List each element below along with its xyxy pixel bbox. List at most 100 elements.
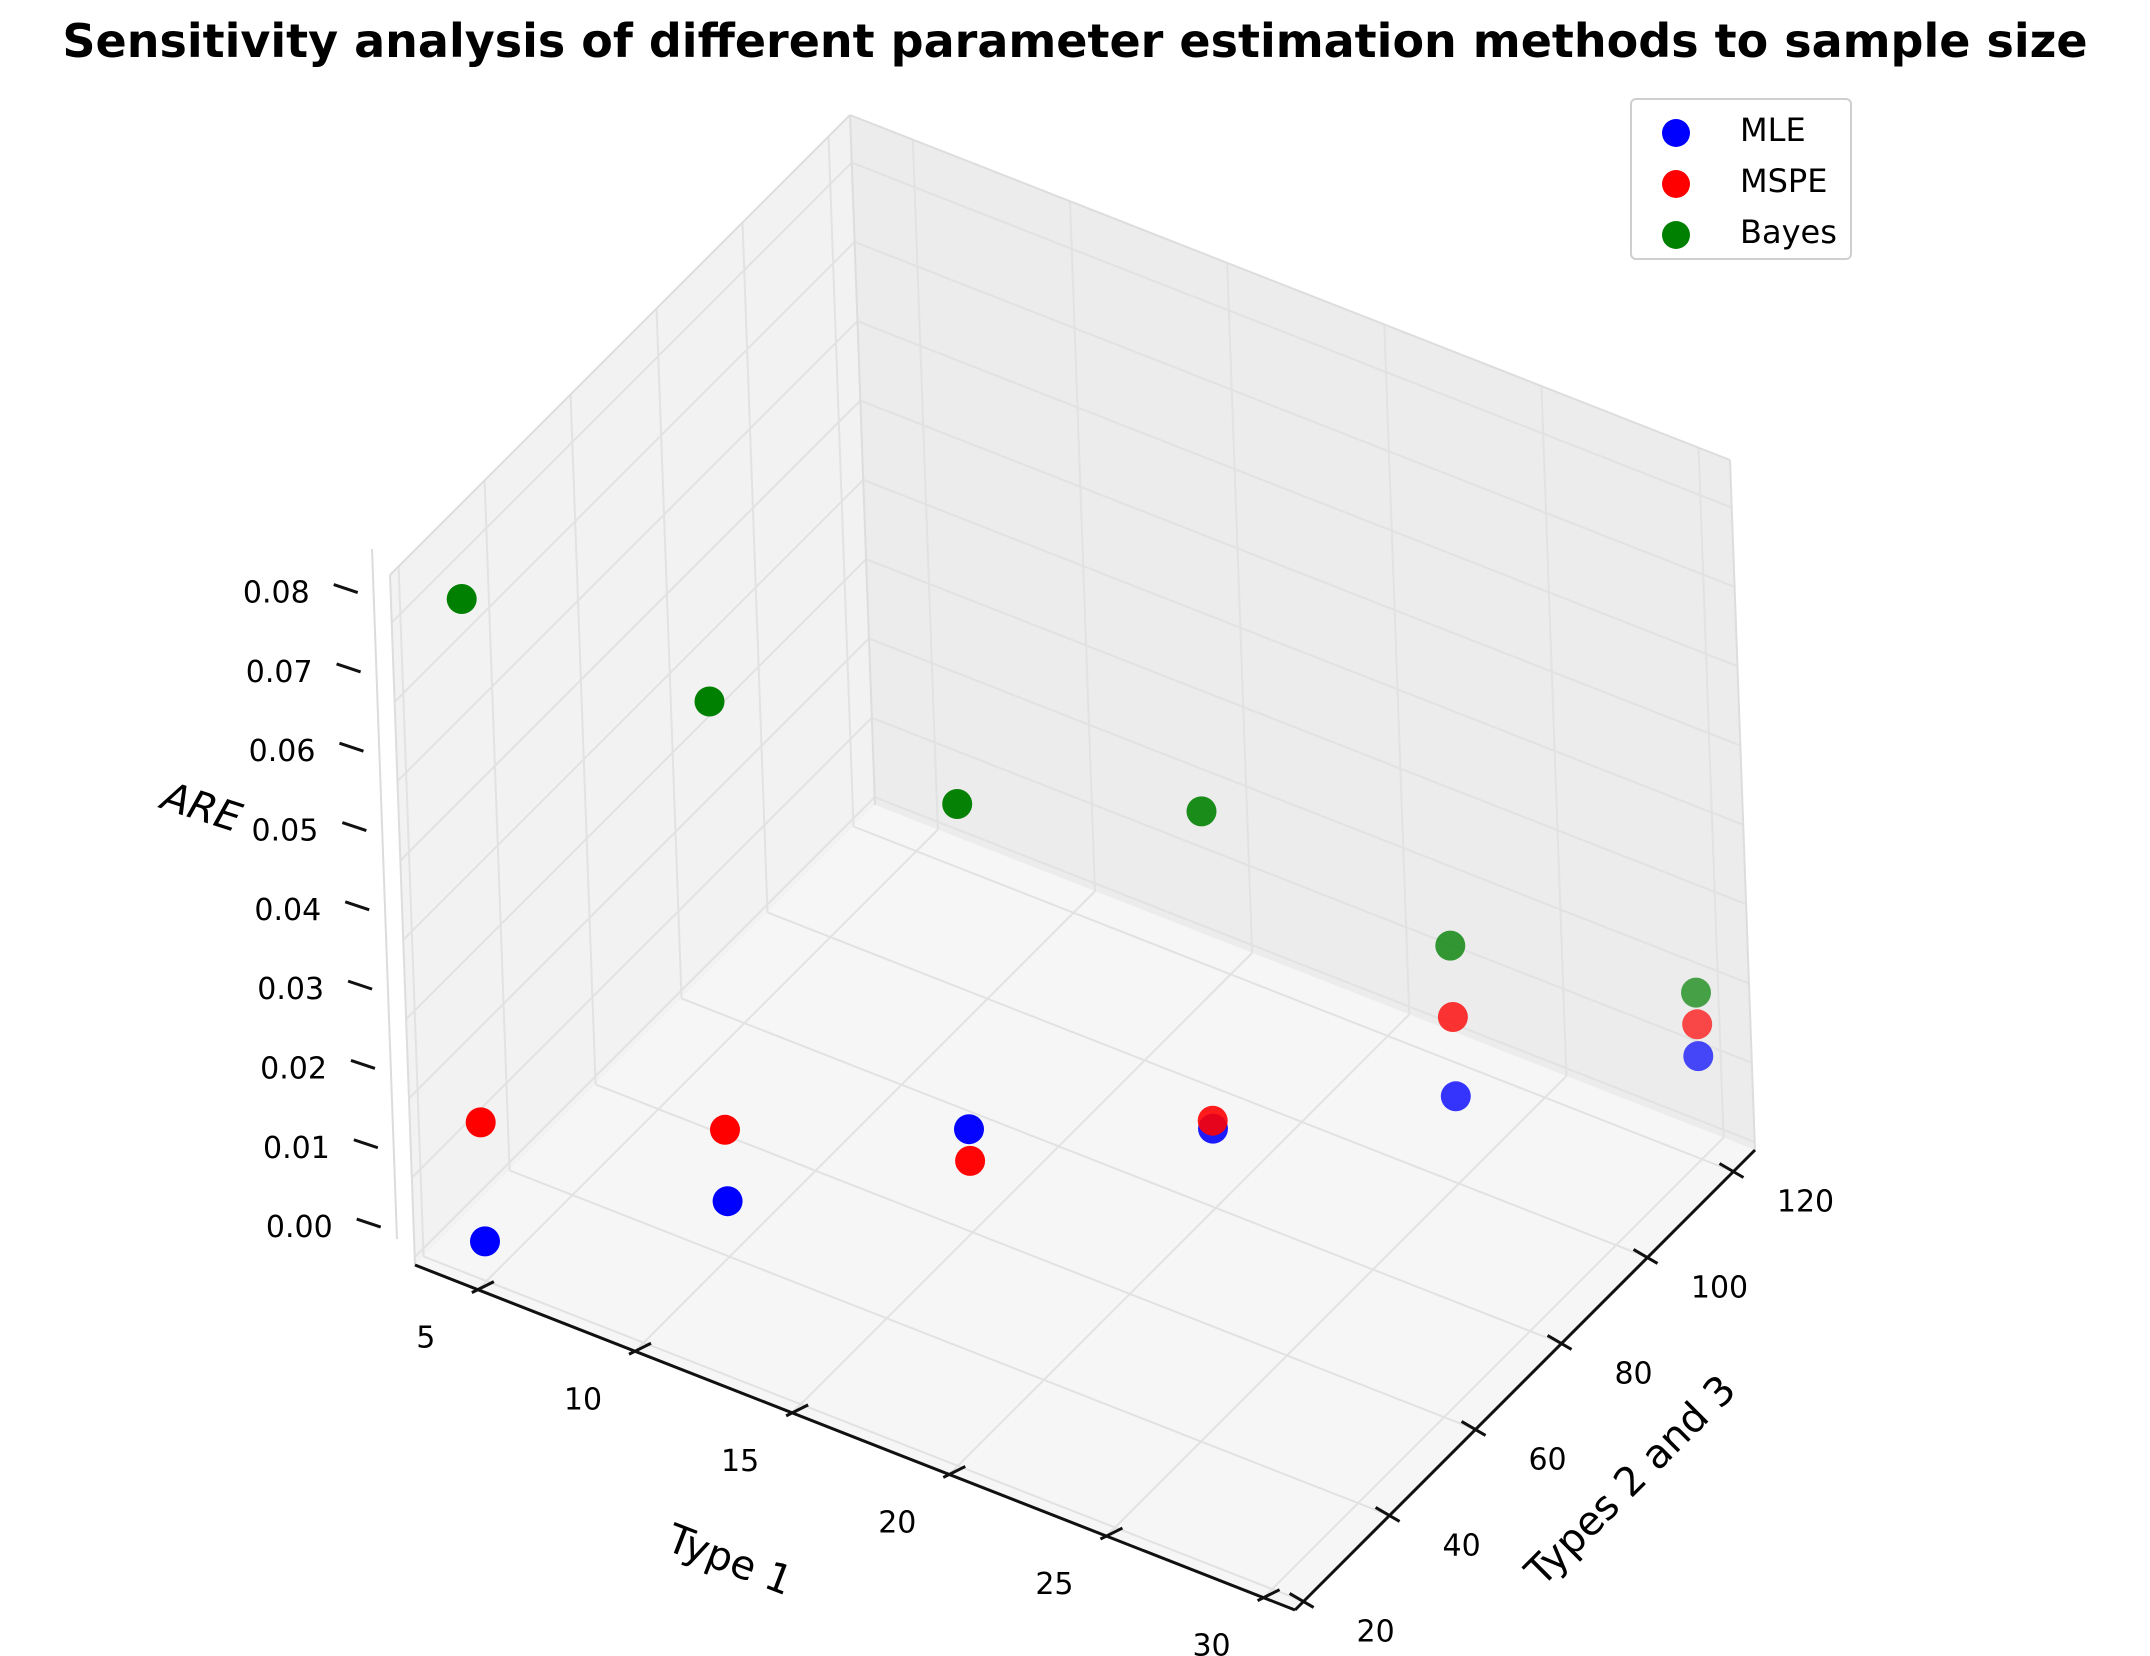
y-tick bbox=[1718, 1162, 1745, 1179]
legend-item-bayes: Bayes bbox=[1632, 210, 1852, 258]
z-tick bbox=[344, 900, 370, 912]
point-bayes-1 bbox=[446, 584, 477, 614]
z-tick bbox=[338, 741, 364, 753]
legend-label-mle: MLE bbox=[1740, 111, 1806, 149]
grid-z-side bbox=[402, 479, 864, 941]
point-mle-1 bbox=[470, 1226, 500, 1257]
z-tick-label: 0.00 bbox=[266, 1210, 333, 1245]
y-tick-label: 100 bbox=[1691, 1270, 1748, 1305]
grid-y-floor bbox=[681, 997, 1562, 1345]
point-bayes-4 bbox=[1186, 796, 1217, 827]
y-tick-label: 20 bbox=[1357, 1614, 1395, 1649]
grid-z-side bbox=[408, 637, 870, 1100]
point-mspe-5 bbox=[1437, 1002, 1468, 1032]
point-mspe-4 bbox=[1197, 1105, 1228, 1136]
tick-labels: 5 10 15 20 25 30 20 40 60 80 100 120 0.00 0.01 0.02 0.0… bbox=[243, 576, 1834, 1656]
point-bayes-6 bbox=[1681, 977, 1711, 1008]
y-tick bbox=[1288, 1592, 1315, 1609]
data-points bbox=[446, 584, 1714, 1257]
x-tick-label: 15 bbox=[721, 1444, 759, 1479]
legend-marker-mspe bbox=[1662, 170, 1690, 198]
z-tick-label: 0.05 bbox=[252, 814, 319, 849]
z-tick bbox=[353, 1138, 379, 1150]
y-tick-label: 80 bbox=[1614, 1356, 1652, 1391]
point-mle-6 bbox=[1683, 1041, 1714, 1072]
legend: MLE MSPE Bayes bbox=[1630, 98, 1852, 260]
grid-z-back bbox=[874, 796, 1756, 1143]
grid-x-back bbox=[1069, 201, 1096, 892]
z-tick bbox=[356, 1217, 382, 1229]
y-tick-label: 60 bbox=[1528, 1442, 1566, 1477]
grid-y-side bbox=[569, 394, 597, 1085]
z-tick-label: 0.01 bbox=[263, 1131, 330, 1166]
x-axis-label: Type 1 bbox=[660, 1515, 799, 1605]
y-tick-label: 40 bbox=[1442, 1528, 1480, 1563]
point-mspe-1 bbox=[465, 1107, 496, 1138]
grid-y-floor bbox=[509, 1169, 1390, 1517]
side-pane bbox=[390, 115, 875, 1265]
z-tick bbox=[333, 583, 359, 595]
point-mspe-3 bbox=[955, 1145, 986, 1176]
grid-z-side bbox=[396, 320, 859, 782]
floor-pane bbox=[415, 805, 1755, 1610]
grid-y-side bbox=[827, 136, 855, 827]
pane-edge bbox=[849, 114, 1731, 461]
grid-x-floor bbox=[1105, 1075, 1568, 1537]
z-tick-label: 0.08 bbox=[243, 576, 310, 611]
legend-item-mle: MLE bbox=[1632, 108, 1852, 156]
grid-x-back bbox=[1540, 386, 1568, 1077]
z-tick-label: 0.03 bbox=[257, 972, 324, 1007]
y-tick bbox=[1546, 1334, 1573, 1351]
point-mspe-6 bbox=[1682, 1009, 1713, 1040]
grid-z-back bbox=[865, 558, 1747, 906]
grid-y-side bbox=[397, 566, 425, 1257]
point-mle-2 bbox=[712, 1186, 743, 1217]
x-tick-label: 30 bbox=[1192, 1629, 1230, 1656]
grid-z-side bbox=[414, 796, 876, 1258]
x-tick bbox=[1256, 1588, 1281, 1603]
point-bayes-3 bbox=[942, 789, 973, 819]
grid-y-side bbox=[483, 480, 511, 1171]
grid-x-floor bbox=[477, 828, 939, 1291]
pane-edge bbox=[849, 114, 876, 806]
grid-z-back bbox=[859, 399, 1741, 747]
grid-z-back bbox=[862, 478, 1744, 826]
grid-y-floor bbox=[595, 1083, 1476, 1431]
legend-item-mspe: MSPE bbox=[1632, 159, 1852, 207]
y-tick bbox=[1632, 1248, 1659, 1265]
y-tick bbox=[1460, 1420, 1487, 1437]
grid-z-side bbox=[399, 399, 862, 862]
x-tick-label: 25 bbox=[1035, 1567, 1073, 1602]
pane-edge bbox=[389, 114, 851, 576]
grid-x-floor bbox=[791, 952, 1253, 1414]
legend-marker-bayes bbox=[1662, 221, 1690, 249]
point-mspe-2 bbox=[710, 1114, 740, 1145]
z-tick bbox=[336, 662, 362, 674]
x-tick bbox=[471, 1280, 495, 1294]
axes bbox=[371, 114, 1757, 1612]
grid-z-back bbox=[854, 240, 1735, 588]
legend-label-mspe: MSPE bbox=[1740, 162, 1828, 200]
z-tick-label: 0.06 bbox=[249, 734, 316, 769]
grid-y-floor bbox=[767, 911, 1648, 1259]
point-bayes-2 bbox=[694, 686, 725, 717]
chart-title: Sensitivity analysis of different parame… bbox=[62, 14, 2088, 68]
point-bayes-5 bbox=[1435, 930, 1466, 961]
grid-z-side bbox=[391, 161, 853, 624]
z-tick bbox=[341, 821, 367, 832]
grid-z-back bbox=[868, 637, 1750, 985]
grid-z-side bbox=[393, 241, 856, 703]
z-tick bbox=[347, 979, 373, 991]
pane-edge bbox=[389, 574, 416, 1266]
point-mle-3 bbox=[954, 1114, 984, 1145]
x-tick bbox=[785, 1403, 809, 1418]
x-tick-label: 5 bbox=[416, 1321, 435, 1356]
z-tick-label: 0.04 bbox=[254, 893, 321, 928]
grid-y-side bbox=[741, 222, 769, 913]
x-tick-label: 10 bbox=[564, 1382, 602, 1417]
grid-z-side bbox=[411, 717, 873, 1179]
x-tick-label: 20 bbox=[878, 1505, 916, 1540]
grid-x-back bbox=[1226, 262, 1254, 953]
y-axis-line bbox=[1293, 1148, 1757, 1612]
